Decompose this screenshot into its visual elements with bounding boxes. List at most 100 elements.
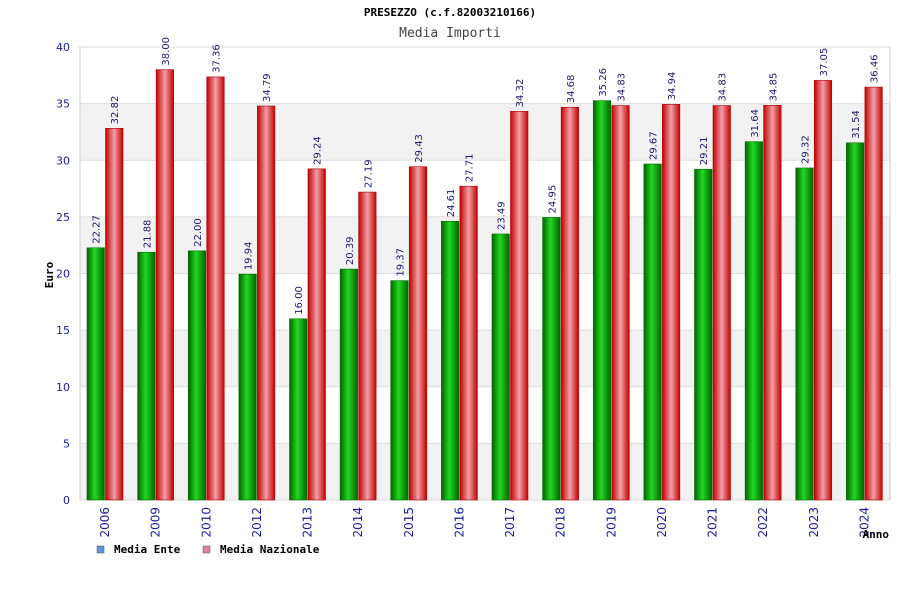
bar-media-nazionale-2018 xyxy=(560,106,579,501)
bar-media-nazionale-2013 xyxy=(307,168,326,501)
value-label: 38.00 xyxy=(161,37,172,66)
value-label: 24.61 xyxy=(446,189,457,218)
value-label: 34.83 xyxy=(617,73,628,102)
bar-media-ente-2006 xyxy=(86,247,105,501)
value-label: 34.32 xyxy=(515,79,526,108)
value-label: 35.26 xyxy=(598,68,609,97)
y-tick-label: 20 xyxy=(56,268,70,281)
bar-media-nazionale-2006 xyxy=(105,128,124,501)
value-label: 24.95 xyxy=(547,185,558,214)
value-label: 34.68 xyxy=(566,75,577,104)
legend-label-media-ente: Media Ente xyxy=(114,543,181,556)
bar-media-nazionale-2024 xyxy=(864,86,883,501)
y-tick-label: 0 xyxy=(63,494,70,507)
value-label: 19.37 xyxy=(396,248,407,277)
x-tick-label: 2015 xyxy=(402,507,416,538)
chart-title: PRESEZZO (c.f.82003210166) xyxy=(364,6,536,19)
value-label: 21.88 xyxy=(142,220,153,249)
legend-swatch-media-nazionale xyxy=(202,545,211,554)
bar-media-nazionale-2023 xyxy=(813,80,833,501)
chart-subtitle: Media Importi xyxy=(399,26,501,41)
x-tick-label: 2018 xyxy=(554,507,568,538)
value-label: 34.85 xyxy=(768,73,779,102)
value-label: 37.36 xyxy=(212,44,223,73)
value-label: 20.39 xyxy=(345,236,356,265)
bar-media-ente-2019 xyxy=(592,100,612,501)
bar-media-ente-2017 xyxy=(491,233,510,501)
x-tick-label: 2023 xyxy=(807,507,821,538)
x-axis-label: Anno xyxy=(863,528,890,541)
bar-media-nazionale-2020 xyxy=(662,104,681,501)
bar-media-nazionale-2012 xyxy=(257,105,276,501)
bar-media-nazionale-2017 xyxy=(510,111,529,501)
bar-media-ente-2023 xyxy=(795,167,814,501)
value-label: 29.67 xyxy=(649,131,660,160)
legend: Media Ente Media Nazionale xyxy=(96,543,320,556)
value-label: 27.71 xyxy=(465,154,476,183)
value-label: 32.82 xyxy=(110,96,121,125)
bar-media-nazionale-2021 xyxy=(712,105,731,501)
x-tick-label: 2024 xyxy=(857,507,871,538)
value-label: 29.24 xyxy=(313,136,324,165)
bar-media-ente-2013 xyxy=(289,318,308,501)
bar-media-ente-2015 xyxy=(390,280,409,501)
value-label: 34.94 xyxy=(667,72,678,101)
y-tick-label: 40 xyxy=(56,41,70,54)
x-tick-label: 2017 xyxy=(503,507,517,538)
y-axis-label: Euro xyxy=(43,261,56,288)
legend-label-media-nazionale: Media Nazionale xyxy=(220,543,320,556)
value-label: 31.54 xyxy=(851,110,862,139)
value-label: 22.27 xyxy=(92,215,103,244)
bar-media-nazionale-2014 xyxy=(358,191,377,501)
bars xyxy=(86,69,883,501)
value-label: 36.46 xyxy=(870,54,881,83)
value-label: 23.49 xyxy=(497,201,508,230)
bar-media-nazionale-2015 xyxy=(408,166,428,501)
value-label: 19.94 xyxy=(244,242,255,271)
x-tick-label: 2013 xyxy=(301,507,315,538)
x-tick-label: 2009 xyxy=(149,507,163,538)
x-tick-label: 2020 xyxy=(655,507,669,538)
x-tick-label: 2016 xyxy=(452,507,466,538)
y-tick-label: 25 xyxy=(56,211,70,224)
bar-media-nazionale-2016 xyxy=(459,185,478,501)
bar-media-ente-2024 xyxy=(846,142,865,501)
y-tick-label: 35 xyxy=(56,98,70,111)
bar-media-nazionale-2010 xyxy=(206,76,225,501)
y-tick-label: 10 xyxy=(56,381,70,394)
value-label: 27.19 xyxy=(363,159,374,188)
value-label: 29.32 xyxy=(801,135,812,164)
value-label: 31.64 xyxy=(750,109,761,138)
y-tick-label: 30 xyxy=(56,154,70,167)
bar-media-ente-2022 xyxy=(744,141,763,501)
x-tick-label: 2014 xyxy=(351,507,365,538)
x-tick-label: 2021 xyxy=(706,507,720,538)
x-tick-label: 2019 xyxy=(604,507,618,538)
bar-media-nazionale-2009 xyxy=(155,69,174,501)
bar-media-nazionale-2022 xyxy=(763,105,782,501)
x-tick-label: 2006 xyxy=(98,507,112,538)
value-label: 34.79 xyxy=(262,73,273,102)
bar-media-ente-2018 xyxy=(542,217,561,501)
bar-media-ente-2020 xyxy=(643,163,662,501)
x-tick-label: 2022 xyxy=(756,507,770,538)
bar-media-ente-2016 xyxy=(441,220,460,501)
value-label: 34.83 xyxy=(718,73,729,102)
y-axis-ticks: 0 5 10 15 20 25 30 35 40 xyxy=(56,41,70,507)
bar-media-ente-2009 xyxy=(137,251,156,501)
x-axis-ticks: 2006 2009 2010 2012 2013 2014 2015 2016 2017 2018… xyxy=(98,507,871,538)
value-label: 29.43 xyxy=(414,134,425,163)
value-label: 37.05 xyxy=(819,48,830,77)
bar-media-ente-2014 xyxy=(339,268,358,501)
legend-swatch-media-ente xyxy=(96,545,105,554)
bar-media-ente-2010 xyxy=(187,250,207,501)
x-tick-label: 2012 xyxy=(250,507,264,538)
x-tick-label: 2010 xyxy=(199,507,213,538)
y-tick-label: 5 xyxy=(63,437,70,450)
value-label: 16.00 xyxy=(294,286,305,315)
value-labels: 22.27 32.82 21.88 38.00 22.00 37.36 19.94 34.79… xyxy=(92,37,881,315)
y-tick-label: 15 xyxy=(56,324,70,337)
bar-media-nazionale-2019 xyxy=(611,105,630,501)
value-label: 22.00 xyxy=(193,218,204,247)
